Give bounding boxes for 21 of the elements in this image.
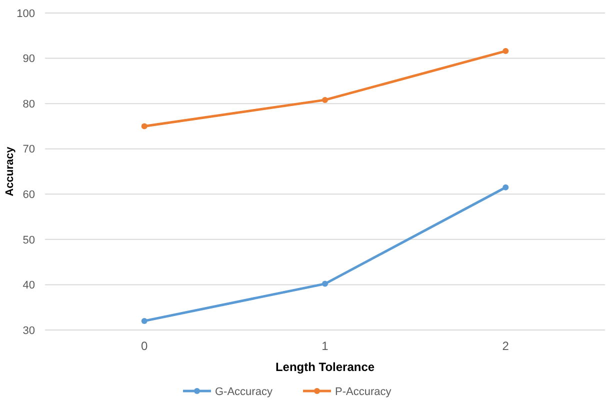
y-tick-label: 70 xyxy=(22,144,35,156)
y-axis-title: Accuracy xyxy=(4,146,16,196)
point xyxy=(322,280,328,287)
y-tick-label: 50 xyxy=(22,234,35,246)
point xyxy=(141,123,148,130)
y-tick-label: 80 xyxy=(22,98,35,110)
point xyxy=(322,96,328,103)
legend-label: P-Accuracy xyxy=(335,386,392,398)
x-tick-label: 0 xyxy=(141,339,148,353)
x-tick-label: 2 xyxy=(502,339,510,353)
y-tick-label: 30 xyxy=(22,324,35,337)
y-tick-label: 60 xyxy=(22,188,35,201)
y-tick-label: 40 xyxy=(22,280,35,292)
x-tick-label: 1 xyxy=(322,339,329,353)
point xyxy=(502,48,509,54)
x-axis-title: Length Tolerance xyxy=(275,360,375,374)
y-tick-label: 100 xyxy=(16,8,35,20)
legend-label: G-Accuracy xyxy=(215,386,273,398)
point xyxy=(141,318,148,324)
y-tick-label: 90 xyxy=(22,53,35,66)
point xyxy=(502,184,509,190)
